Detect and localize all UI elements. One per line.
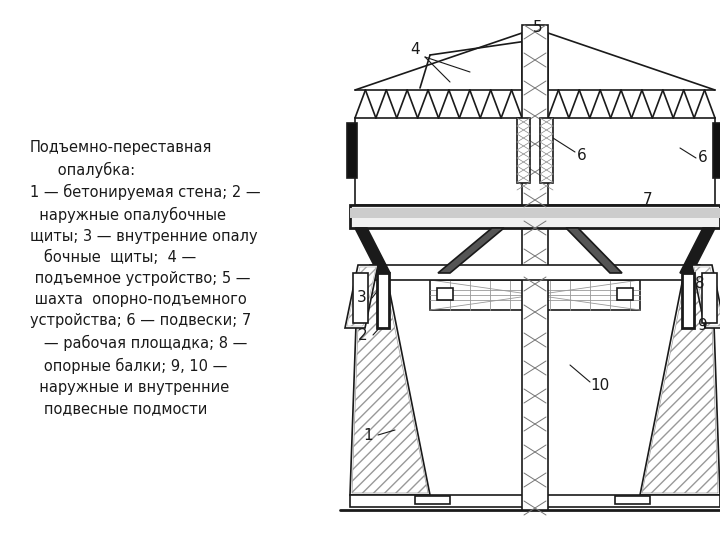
Bar [615, 496, 650, 504]
Text: 6: 6 [698, 151, 708, 165]
Bar [713, 123, 720, 178]
Text: 5: 5 [534, 21, 543, 36]
Text: 4: 4 [410, 43, 420, 57]
Polygon shape [566, 228, 622, 273]
Bar [437, 288, 453, 300]
Polygon shape [438, 228, 504, 273]
Polygon shape [680, 228, 715, 273]
Polygon shape [350, 268, 430, 495]
Bar [350, 495, 720, 507]
Text: 7: 7 [643, 192, 653, 207]
Bar [377, 273, 389, 328]
Bar [415, 496, 450, 504]
Polygon shape [355, 228, 390, 273]
Text: 8: 8 [696, 275, 705, 291]
Bar [350, 208, 720, 218]
Bar [617, 288, 633, 300]
Text: 2: 2 [358, 327, 368, 342]
Text: 9: 9 [698, 318, 708, 333]
Bar [522, 25, 548, 510]
Text: 3: 3 [357, 291, 367, 306]
Bar [430, 280, 640, 310]
Bar [682, 273, 694, 328]
Text: 6: 6 [577, 147, 587, 163]
Bar [350, 205, 720, 228]
Bar [353, 273, 368, 323]
Text: 10: 10 [590, 377, 610, 393]
Text: Подъемно-переставная
      опалубка:
1 — бетонируемая стена; 2 —
  наружные опал: Подъемно-переставная опалубка: 1 — бетон… [30, 140, 261, 416]
Text: 1: 1 [363, 428, 373, 442]
Bar [517, 118, 530, 183]
Bar [702, 273, 717, 323]
Polygon shape [345, 265, 378, 328]
Bar [540, 118, 553, 183]
Bar [347, 123, 357, 178]
Bar [370, 265, 700, 280]
Polygon shape [640, 268, 720, 495]
Polygon shape [692, 265, 720, 328]
